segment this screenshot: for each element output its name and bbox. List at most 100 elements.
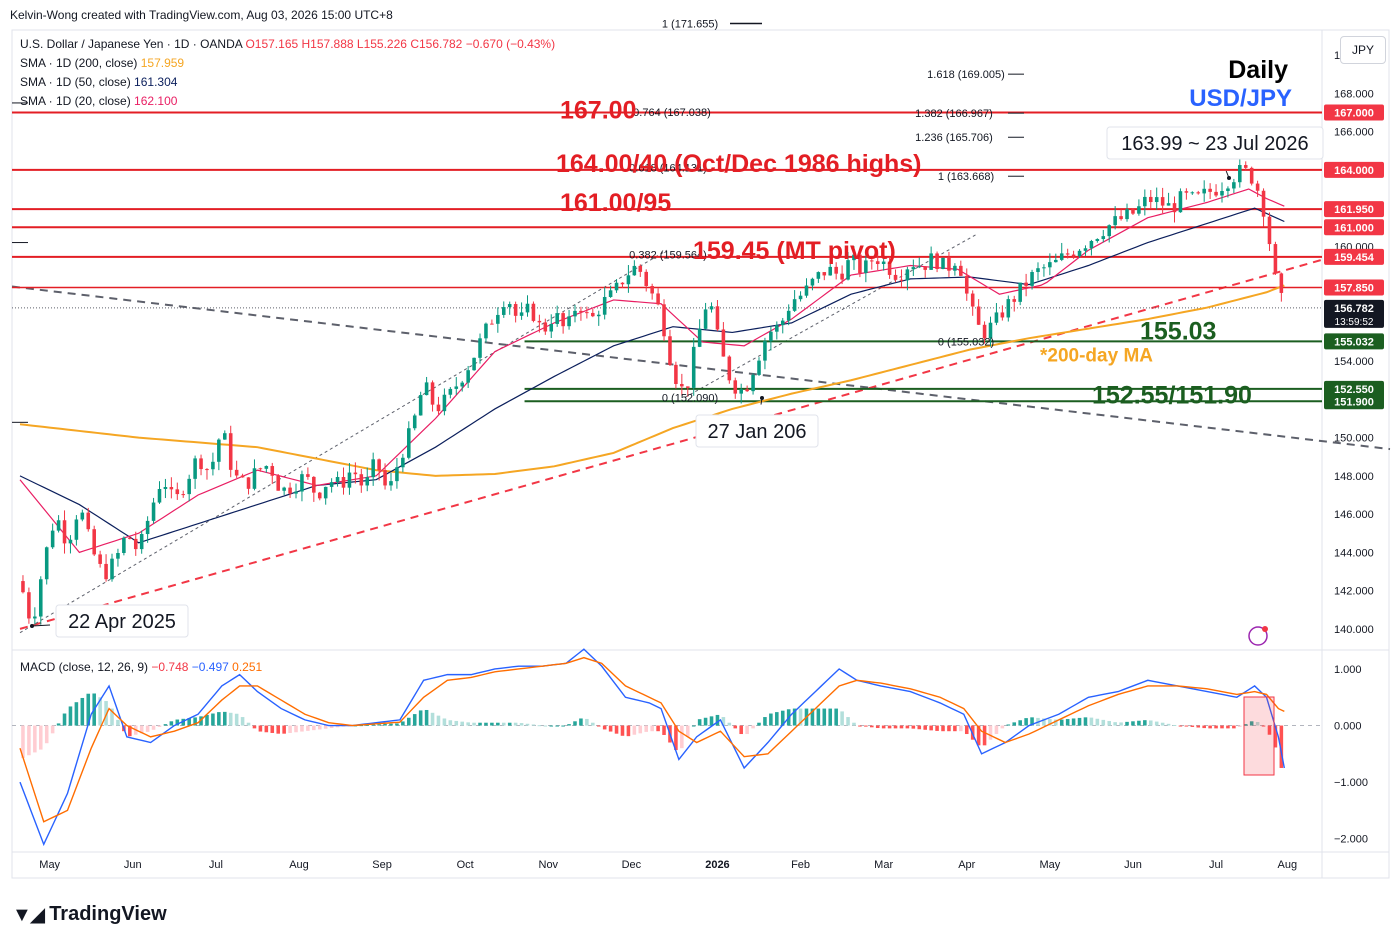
callout-text: 163.99 ~ 23 Jul 2026 (1121, 133, 1308, 155)
candle-body (104, 563, 108, 580)
candle-body (323, 486, 328, 499)
macd-histogram-bar (460, 721, 464, 726)
macd-histogram-bar (745, 725, 749, 735)
macd-histogram-bar (1101, 719, 1106, 726)
macd-histogram-bar (187, 718, 191, 726)
level-annotation: 159.45 (MT pivot) (693, 237, 896, 265)
macd-legend[interactable]: MACD (close, 12, 26, 9) −0.748 −0.497 0.… (20, 660, 262, 674)
macd-histogram-bar (561, 725, 565, 727)
macd-histogram-bar (1083, 717, 1088, 726)
candle-body (709, 306, 714, 310)
candle-body (769, 331, 773, 342)
callout-dot (1227, 176, 1231, 180)
price-tick-label: 154.000 (1334, 356, 1374, 368)
candle-body (1000, 312, 1005, 318)
candle-body (549, 323, 554, 332)
price-badge-text: 151.900 (1334, 396, 1374, 408)
candle-body (389, 481, 393, 486)
fib-label: 1.382 (166.967) (915, 108, 993, 120)
macd-histogram-bar (680, 725, 684, 749)
currency-button[interactable]: JPY (1340, 36, 1386, 64)
macd-histogram-bar (775, 712, 779, 726)
candle-body (697, 328, 702, 347)
macd-histogram-bar (104, 701, 108, 726)
candle-body (632, 265, 637, 276)
price-badge (1324, 219, 1384, 236)
candle-body (1273, 244, 1278, 274)
macd-histogram-bar (828, 708, 833, 726)
macd-highlight-box (1243, 696, 1275, 776)
candle-body (1137, 206, 1141, 214)
macd-histogram-bar (407, 717, 411, 726)
macd-histogram-bar (1255, 722, 1260, 726)
macd-histogram-bar (252, 725, 257, 729)
macd-histogram-bar (846, 717, 850, 726)
time-tick-label: Mar (874, 859, 893, 871)
tradingview-logo[interactable]: ▼◢ TradingView (12, 902, 167, 927)
candle-body (50, 530, 55, 548)
macd-histogram-bar (982, 725, 987, 746)
macd-histogram-bar (887, 725, 892, 729)
time-tick-label: Dec (622, 859, 642, 871)
macd-histogram-bar (1232, 725, 1236, 729)
macd-histogram-bar (169, 721, 174, 726)
macd-histogram-bar (881, 725, 886, 729)
candle-body (608, 290, 613, 297)
macd-histogram-bar (614, 725, 619, 734)
macd-histogram-bar (383, 723, 387, 726)
candle-body (288, 487, 292, 494)
time-tick-label: Sep (372, 859, 392, 871)
sma20-legend[interactable]: SMA · 1D (20, close) 162.100 (20, 94, 177, 108)
candle-body (258, 468, 263, 470)
candle-body (1107, 225, 1111, 237)
sma50-legend[interactable]: SMA · 1D (50, close) 161.304 (20, 75, 177, 89)
macd-histogram-bar (246, 722, 251, 726)
macd-histogram-bar (739, 725, 743, 735)
candle-body (816, 272, 821, 279)
macd-histogram-bar (38, 725, 43, 750)
macd-histogram-bar (1065, 719, 1070, 726)
candle-body (638, 265, 643, 272)
time-tick-label: Oct (457, 859, 474, 871)
candle-body (525, 303, 530, 313)
macd-histogram-bar (1202, 725, 1206, 729)
macd-histogram-bar (780, 710, 785, 726)
candle-body (585, 312, 589, 314)
candle-body (614, 282, 619, 291)
candle-body (1208, 188, 1212, 192)
macd-histogram-bar (1089, 717, 1094, 726)
price-badge (1324, 201, 1384, 218)
macd-histogram-bar (893, 725, 898, 729)
candle-body (306, 474, 310, 477)
candle-body (401, 457, 405, 468)
candle-body (507, 304, 512, 308)
candle-body (591, 312, 595, 317)
candle-body (145, 520, 150, 535)
change-value: −0.670 (−0.43%) (465, 37, 556, 51)
macd-histogram-bar (80, 697, 85, 726)
sma200-label: SMA · 1D (200, close) (20, 56, 138, 70)
macd-histogram-bar (1048, 719, 1052, 726)
sma200-legend[interactable]: SMA · 1D (200, close) 157.959 (20, 56, 184, 70)
tradingview-logo-text: TradingView (49, 903, 167, 925)
candle-body (92, 529, 96, 555)
candle-body (1018, 282, 1022, 302)
candle-body (74, 519, 79, 540)
macd-histogram-bar (1000, 725, 1005, 729)
sma20-value: 162.100 (134, 94, 178, 108)
rising-support-trendline (19, 258, 1323, 630)
macd-tick-label: −1.000 (1334, 777, 1368, 789)
candle-body (270, 466, 275, 476)
macd-histogram-bar (264, 725, 269, 733)
macd-histogram-bar (270, 725, 275, 733)
macd-histogram-bar (733, 725, 738, 729)
time-tick-label: Apr (958, 859, 975, 871)
macd-histogram-bar (418, 710, 423, 726)
candle-body (448, 388, 453, 395)
price-badge-text: 161.950 (1334, 204, 1374, 216)
macd-histogram-bar (110, 708, 114, 726)
callout-dot (30, 624, 34, 628)
sma200-value: 157.959 (140, 56, 185, 70)
candle-body (1154, 197, 1159, 203)
